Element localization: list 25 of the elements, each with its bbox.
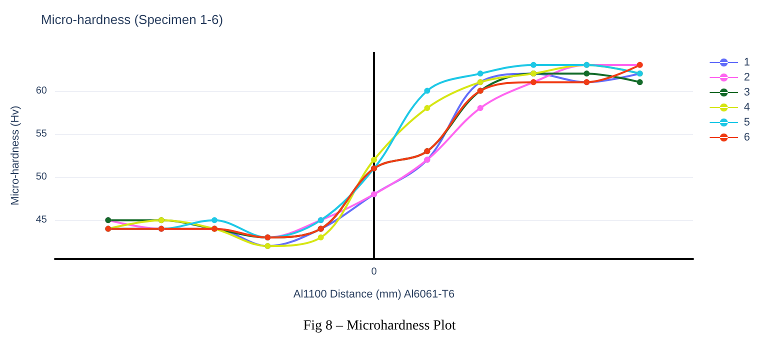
point <box>424 105 430 112</box>
point <box>477 70 484 77</box>
point <box>212 217 218 224</box>
legend-label: 1 <box>744 56 750 68</box>
point <box>477 105 484 112</box>
x-tick-label: 0 <box>371 266 378 278</box>
chart-title: Micro-hardness (Specimen 1-6) <box>41 12 224 27</box>
y-axis-title: Micro-hardness (Hv) <box>10 106 22 206</box>
point <box>424 88 430 94</box>
legend-label: 2 <box>744 72 750 84</box>
point <box>584 70 590 77</box>
legend-label: 4 <box>744 102 750 114</box>
point <box>318 234 324 240</box>
point <box>530 62 536 68</box>
y-tick-label: 45 <box>36 214 48 226</box>
legend-label: 6 <box>744 132 750 144</box>
legend-label: 5 <box>744 116 750 128</box>
caption: Fig 8 – Microhardness Plot <box>303 318 456 334</box>
point <box>636 79 643 86</box>
legend-label: 3 <box>744 86 750 98</box>
y-tick-label: 50 <box>36 172 48 183</box>
x-axis-title: Al1100 Distance (mm) Al6061-T6 <box>293 288 455 300</box>
point <box>371 156 377 163</box>
y-tick-label: 60 <box>36 85 48 96</box>
y-tick-label: 55 <box>36 128 48 140</box>
